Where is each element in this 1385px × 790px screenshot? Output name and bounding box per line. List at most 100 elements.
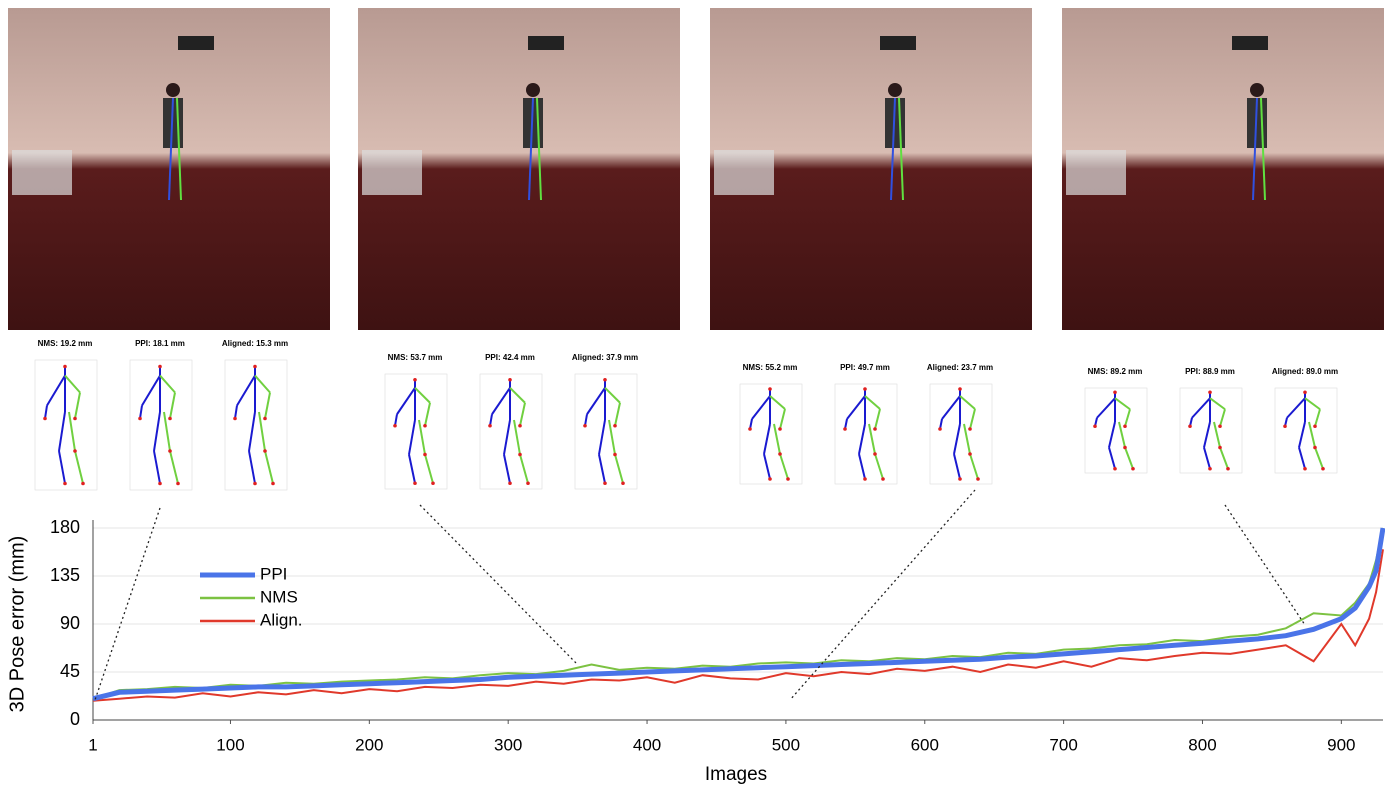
inset-bone (1096, 397, 1116, 419)
inset-joint (1321, 466, 1325, 471)
radiator (714, 150, 774, 195)
inset-axes (384, 373, 448, 490)
head (526, 83, 540, 97)
inset-bone (969, 453, 979, 480)
y-tick-label: 0 (70, 709, 80, 729)
inset-bone (236, 375, 256, 407)
inset-bone (941, 395, 961, 420)
inset-joint (518, 452, 522, 457)
inset-joint (253, 481, 257, 486)
photo-skeleton (536, 97, 542, 201)
inset-bone (169, 392, 176, 419)
inset-title: NMS: 89.2 mm (1088, 367, 1143, 376)
inset-title: PPI: 18.1 mm (135, 339, 185, 348)
inset-bone (503, 419, 511, 455)
inset-joint (968, 427, 972, 431)
inset-joint (603, 481, 607, 486)
inset-title: Aligned: 89.0 mm (1272, 367, 1338, 376)
connector (419, 504, 579, 666)
x-tick-label: 800 (1188, 735, 1216, 754)
inset-joint (158, 481, 162, 486)
inset-bone (1108, 447, 1116, 470)
inset-joint (778, 452, 782, 456)
inset-bone (248, 450, 256, 484)
inset-bone (1298, 421, 1306, 448)
inset-axes (479, 373, 543, 490)
photo-skeleton (168, 97, 174, 201)
inset-joint (518, 423, 522, 428)
inset-bone (1298, 447, 1306, 470)
inset-joint (778, 427, 782, 431)
inset-bone (1114, 397, 1131, 411)
inset-bone (1286, 397, 1306, 419)
inset-title: NMS: 53.7 mm (388, 353, 443, 362)
inset-axes (1084, 387, 1148, 474)
inset-bone (74, 450, 84, 484)
inset-bone (614, 454, 624, 484)
projector (528, 36, 564, 50)
inset-joint (508, 377, 512, 382)
inset-title: NMS: 55.2 mm (743, 363, 798, 372)
inset-joint (1208, 466, 1212, 471)
inset-bone (1108, 421, 1116, 448)
inset-joint (613, 452, 617, 457)
inset-joint (63, 364, 67, 369)
inset-bone (519, 454, 529, 484)
inset-bone (264, 450, 274, 484)
inset-joint (603, 377, 607, 382)
legend-label: PPI (260, 564, 287, 583)
inset-title: PPI: 42.4 mm (485, 353, 535, 362)
inset-joint (508, 481, 512, 486)
photo-skeleton (1252, 97, 1258, 201)
inset-bone (64, 374, 81, 394)
inset-bone (586, 387, 606, 415)
inset-joint (863, 477, 867, 481)
inset-joint (526, 481, 530, 486)
connector (789, 489, 976, 701)
inset-bone (584, 414, 588, 426)
inset-bone (153, 450, 161, 484)
inset-axes (929, 383, 993, 485)
inset-bone (153, 411, 161, 452)
inset-joint (431, 481, 435, 486)
inset-joint (138, 416, 142, 421)
head (888, 83, 902, 97)
inset-bone (254, 374, 271, 394)
inset-bone (58, 450, 66, 484)
head (166, 83, 180, 97)
connector (1224, 504, 1306, 626)
inset-bone (396, 387, 416, 415)
inset-joint (958, 477, 962, 481)
inset-joint (968, 452, 972, 456)
inset-bone (1203, 421, 1211, 448)
inset-joint (271, 481, 275, 486)
inset-bone (424, 454, 434, 484)
inset-joint (488, 423, 492, 428)
inset-title: Aligned: 37.9 mm (572, 353, 638, 362)
legend-label: NMS (260, 587, 298, 606)
inset-title: Aligned: 15.3 mm (222, 339, 288, 348)
photo-skeleton (890, 97, 896, 201)
inset-joint (423, 452, 427, 457)
inset-joint (253, 364, 257, 369)
inset-joint (621, 481, 625, 486)
inset-bone (763, 423, 771, 455)
legend-label: Align. (260, 610, 303, 629)
y-tick-label: 180 (50, 517, 80, 537)
x-tick-label: 400 (633, 735, 661, 754)
inset-bone (1219, 408, 1226, 427)
inset-bone (1191, 397, 1211, 419)
inset-title: NMS: 19.2 mm (38, 339, 93, 348)
photo-skeleton (1260, 97, 1266, 201)
inset-joint (768, 387, 772, 391)
inset-joint (263, 449, 267, 453)
inset-bone (424, 402, 431, 426)
inset-joint (413, 377, 417, 382)
y-axis-label: 3D Pose error (mm) (6, 536, 28, 713)
inset-bone (503, 454, 511, 484)
inset-axes (1179, 387, 1243, 474)
inset-bone (963, 423, 971, 455)
inset-joint (63, 481, 67, 486)
